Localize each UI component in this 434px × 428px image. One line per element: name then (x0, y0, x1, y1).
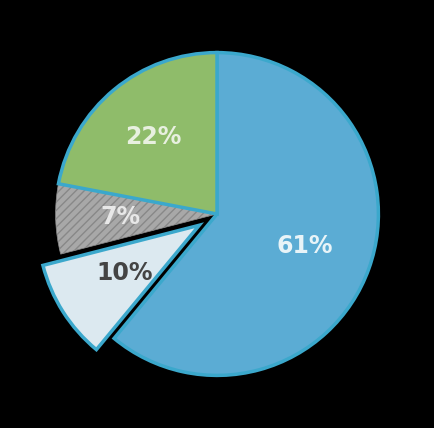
Wedge shape (56, 184, 217, 254)
Text: 61%: 61% (277, 234, 333, 258)
Wedge shape (43, 225, 199, 350)
Text: 22%: 22% (125, 125, 181, 149)
Wedge shape (59, 53, 217, 214)
Text: 7%: 7% (100, 205, 140, 229)
Text: 10%: 10% (96, 261, 153, 285)
Wedge shape (114, 53, 378, 375)
